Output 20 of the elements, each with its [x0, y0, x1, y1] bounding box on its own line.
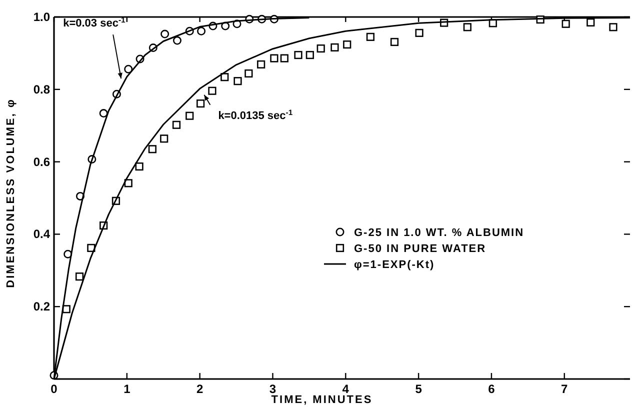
y-tick-label: 0.8 — [33, 82, 50, 96]
x-axis-title: TIME, MINUTES — [271, 394, 373, 406]
y-tick-label: 0.6 — [33, 154, 50, 169]
x-tick-label: 1 — [124, 382, 131, 396]
x-tick-label: 2 — [196, 382, 204, 396]
y-tick-label: 0.4 — [33, 227, 50, 242]
y-tick-label: 0.2 — [33, 300, 50, 314]
legend-label: G-50 IN PURE WATER — [354, 243, 486, 255]
legend-label: G-25 IN 1.0 WT. % ALBUMIN — [354, 227, 524, 239]
y-axis-title: DIMENSIONLESS VOLUME, φ — [5, 98, 17, 288]
x-tick-label: 4 — [342, 382, 350, 396]
annotation: k=0.0135 sec$^{-1}$ — [218, 107, 294, 122]
x-tick-label: 0 — [50, 382, 58, 396]
x-tick-label: 7 — [561, 382, 568, 396]
x-tick-label: 6 — [488, 382, 496, 396]
legend-label: φ=1-EXP(-Kt) — [354, 259, 435, 271]
x-tick-label: 3 — [269, 382, 276, 396]
annotation: k=0.03 sec$^{-1}$ — [63, 15, 126, 30]
x-tick-label: 5 — [415, 382, 422, 396]
y-tick-label: 1.0 — [33, 10, 50, 24]
